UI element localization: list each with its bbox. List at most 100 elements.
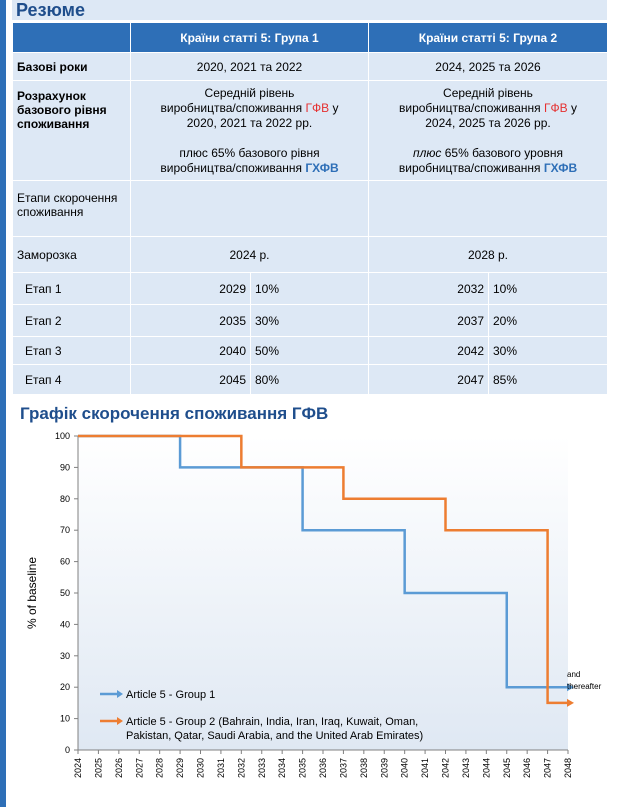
baseline-label: Розрахунок базового рівня споживання xyxy=(12,80,131,181)
series-arrow-2 xyxy=(567,698,574,707)
table-row-freeze: Заморозка 2024 р. 2028 р. xyxy=(12,236,608,273)
x-tick-label: 2024 xyxy=(73,758,83,778)
y-tick-label: 10 xyxy=(60,714,70,724)
header-group1: Країни статті 5: Група 1 xyxy=(130,22,369,53)
y-axis-label: % of baseline xyxy=(25,557,39,629)
step-label: Етап 4 xyxy=(12,364,131,395)
x-tick-label: 2039 xyxy=(379,758,389,778)
x-tick-label: 2045 xyxy=(502,758,512,778)
y-tick-label: 20 xyxy=(60,682,70,692)
stages-label: Етапи скорочення споживання xyxy=(12,180,131,237)
table-row: Етап 1 2029 10% 2032 10% xyxy=(12,272,608,305)
baseline-group1: Середній рівень виробництва/споживання Г… xyxy=(130,80,369,181)
x-tick-label: 2027 xyxy=(134,758,144,778)
annotation-line2: thereafter xyxy=(567,682,602,691)
x-tick-label: 2029 xyxy=(175,758,185,778)
table-row: Етап 3 2040 50% 2042 30% xyxy=(12,336,608,365)
annotation-line1: and xyxy=(567,670,580,679)
y-tick-label: 0 xyxy=(65,745,70,755)
step-year-g1: 2035 xyxy=(130,304,251,337)
series-line-2 xyxy=(78,434,568,705)
hfc-highlight: ГФВ xyxy=(305,100,330,115)
x-tick-label: 2031 xyxy=(216,758,226,778)
legend-label-2b: Pakistan, Qatar, Saudi Arabia, and the U… xyxy=(126,730,423,742)
page-accent-strip xyxy=(0,0,6,807)
x-tick-label: 2036 xyxy=(318,758,328,778)
y-tick-label: 40 xyxy=(60,619,70,629)
x-tick-label: 2044 xyxy=(481,758,491,778)
table-row-base-years: Базові роки 2020, 2021 та 2022 2024, 202… xyxy=(12,52,608,81)
step-year-g1: 2040 xyxy=(130,336,251,365)
header-empty-cell xyxy=(12,22,131,53)
legend-arrow-1 xyxy=(117,690,123,698)
x-tick-label: 2046 xyxy=(522,758,532,778)
header-group2: Країни статті 5: Група 2 xyxy=(368,22,608,53)
y-tick-label: 80 xyxy=(60,494,70,504)
y-tick-label: 100 xyxy=(55,431,70,441)
step-pct-g1: 30% xyxy=(250,304,369,337)
y-tick-label: 30 xyxy=(60,651,70,661)
step-pct-g2: 30% xyxy=(488,336,608,365)
step-label: Етап 3 xyxy=(12,336,131,365)
series-line-1 xyxy=(78,434,568,689)
legend-arrow-2 xyxy=(117,717,123,725)
x-tick-label: 2032 xyxy=(236,758,246,778)
x-tick-label: 2035 xyxy=(298,758,308,778)
hcfc-highlight: ГХФВ xyxy=(305,160,339,175)
table-row-stages: Етапи скорочення споживання xyxy=(12,180,608,237)
base-years-group2: 2024, 2025 та 2026 xyxy=(368,52,608,81)
chart-container: 0 10 20 30 40 50 60 70 80 90 100 2024 2025 2026 2027 20… xyxy=(12,428,607,803)
table-row: Етап 2 2035 30% 2037 20% xyxy=(12,304,608,337)
x-tick-label: 2026 xyxy=(114,758,124,778)
step-year-g2: 2037 xyxy=(368,304,489,337)
x-tick-label: 2048 xyxy=(563,758,573,778)
chart-title: Графік скорочення споживання ГФВ xyxy=(20,404,329,423)
step-year-g1: 2029 xyxy=(130,272,251,305)
step-label: Етап 2 xyxy=(12,304,131,337)
freeze-group2: 2028 р. xyxy=(368,236,608,273)
series-arrow-1 xyxy=(567,683,574,692)
hcfc-highlight: ГХФВ xyxy=(543,160,578,175)
baseline-group2: Середній рівень виробництва/споживання Г… xyxy=(368,80,608,181)
x-tick-label: 2042 xyxy=(441,758,451,778)
step-pct-g1: 80% xyxy=(250,364,369,395)
x-tick-label: 2038 xyxy=(359,758,369,778)
x-tick-label: 2047 xyxy=(543,758,553,778)
step-pct-g1: 50% xyxy=(250,336,369,365)
x-tick-label: 2028 xyxy=(155,758,165,778)
legend-label-2: Article 5 - Group 2 (Bahrain, India, Ira… xyxy=(126,716,418,728)
x-tick-label: 2040 xyxy=(400,758,410,778)
y-tick-label: 60 xyxy=(60,557,70,567)
x-tick-label: 2033 xyxy=(257,758,267,778)
hfc-highlight: ГФВ xyxy=(544,100,568,115)
step-pct-g2: 10% xyxy=(488,272,608,305)
x-tick-label: 2030 xyxy=(196,758,206,778)
step-year-g2: 2032 xyxy=(368,272,489,305)
step-year-g2: 2042 xyxy=(368,336,489,365)
legend-label-1: Article 5 - Group 1 xyxy=(126,689,215,701)
x-tick-label: 2037 xyxy=(338,758,348,778)
base-years-label: Базові роки xyxy=(12,52,131,81)
base-years-group1: 2020, 2021 та 2022 xyxy=(130,52,369,81)
y-tick-label: 70 xyxy=(60,525,70,535)
y-tick-label: 50 xyxy=(60,588,70,598)
page-title: Резюме xyxy=(12,0,607,20)
freeze-group1: 2024 р. xyxy=(130,236,369,273)
step-pct-g1: 10% xyxy=(250,272,369,305)
step-label: Етап 1 xyxy=(12,272,131,305)
x-tick-label: 2025 xyxy=(93,758,103,778)
step-pct-g2: 20% xyxy=(488,304,608,337)
step-pct-g2: 85% xyxy=(488,364,608,395)
step-year-g2: 2047 xyxy=(368,364,489,395)
table-header-row: Країни статті 5: Група 1 Країни статті 5… xyxy=(12,22,608,53)
table-row: Етап 4 2045 80% 2047 85% xyxy=(12,364,608,395)
x-tick-label: 2034 xyxy=(277,758,287,778)
step-year-g1: 2045 xyxy=(130,364,251,395)
freeze-label: Заморозка xyxy=(12,236,131,273)
y-tick-label: 90 xyxy=(60,462,70,472)
summary-table: Країни статті 5: Група 1 Країни статті 5… xyxy=(12,22,608,395)
x-tick-label: 2043 xyxy=(461,758,471,778)
table-row-baseline: Розрахунок базового рівня споживання Сер… xyxy=(12,80,608,181)
x-tick-label: 2041 xyxy=(420,758,430,778)
